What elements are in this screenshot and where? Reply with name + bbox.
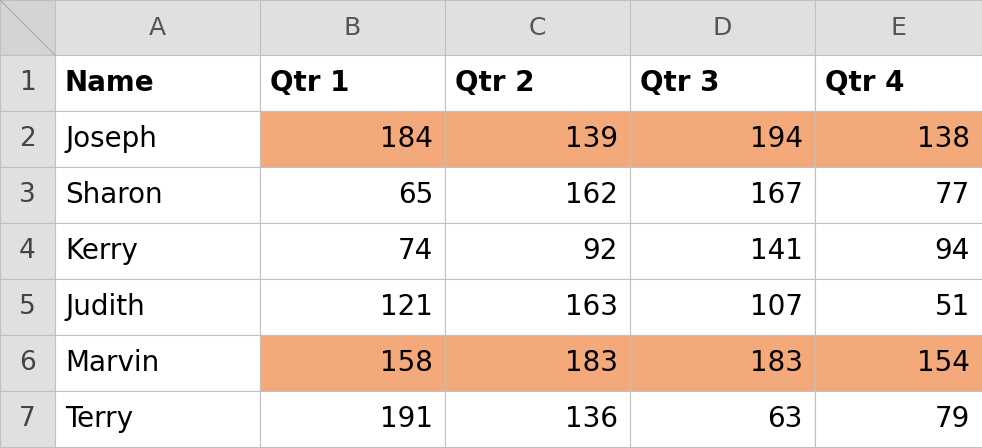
Bar [445, 55, 630, 111]
Bar [0, 55, 55, 111]
Text: 63: 63 [768, 405, 803, 433]
Text: 51: 51 [935, 293, 970, 321]
Text: 7: 7 [19, 406, 36, 432]
Text: Terry: Terry [65, 405, 133, 433]
Text: 158: 158 [380, 349, 433, 377]
Text: 65: 65 [398, 181, 433, 209]
Bar [445, 223, 630, 279]
Text: 162: 162 [565, 181, 618, 209]
Bar [630, 223, 815, 279]
Text: 183: 183 [565, 349, 618, 377]
Text: 183: 183 [750, 349, 803, 377]
Text: 1: 1 [19, 70, 36, 96]
Text: Qtr 1: Qtr 1 [270, 69, 350, 97]
Text: Marvin: Marvin [65, 349, 159, 377]
Bar [0, 279, 55, 335]
Bar [260, 223, 445, 279]
Bar [260, 0, 445, 55]
Bar [445, 335, 630, 391]
Bar [815, 55, 982, 111]
Bar [0, 391, 55, 447]
Text: Judith: Judith [65, 293, 144, 321]
Bar [55, 335, 260, 391]
Bar [815, 0, 982, 55]
Text: 6: 6 [19, 350, 36, 376]
Bar [815, 167, 982, 223]
Text: Qtr 4: Qtr 4 [825, 69, 904, 97]
Bar [815, 223, 982, 279]
Text: 184: 184 [380, 125, 433, 153]
Text: 74: 74 [398, 237, 433, 265]
Bar [445, 0, 630, 55]
Text: Sharon: Sharon [65, 181, 163, 209]
Text: 194: 194 [750, 125, 803, 153]
Bar [0, 111, 55, 167]
Text: E: E [891, 16, 906, 39]
Text: 121: 121 [380, 293, 433, 321]
Text: Kerry: Kerry [65, 237, 137, 265]
Bar [55, 0, 260, 55]
Text: Name: Name [65, 69, 154, 97]
Bar [55, 167, 260, 223]
Text: 79: 79 [935, 405, 970, 433]
Text: 4: 4 [19, 238, 36, 264]
Bar [260, 55, 445, 111]
Bar [0, 223, 55, 279]
Text: C: C [529, 16, 546, 39]
Text: Qtr 2: Qtr 2 [455, 69, 534, 97]
Bar [260, 167, 445, 223]
Text: 77: 77 [935, 181, 970, 209]
Text: 138: 138 [917, 125, 970, 153]
Text: 141: 141 [750, 237, 803, 265]
Text: 2: 2 [19, 126, 36, 152]
Bar [0, 0, 55, 55]
Bar [260, 279, 445, 335]
Bar [815, 111, 982, 167]
Bar [55, 279, 260, 335]
Bar [0, 335, 55, 391]
Text: 92: 92 [582, 237, 618, 265]
Text: 136: 136 [565, 405, 618, 433]
Bar [815, 391, 982, 447]
Bar [630, 335, 815, 391]
Text: Joseph: Joseph [65, 125, 157, 153]
Bar [445, 391, 630, 447]
Text: 94: 94 [935, 237, 970, 265]
Text: A: A [149, 16, 166, 39]
Bar [815, 279, 982, 335]
Bar [260, 335, 445, 391]
Text: 154: 154 [917, 349, 970, 377]
Bar [55, 223, 260, 279]
Text: 3: 3 [19, 182, 36, 208]
Bar [815, 335, 982, 391]
Bar [260, 391, 445, 447]
Bar [630, 391, 815, 447]
Bar [260, 111, 445, 167]
Bar [630, 111, 815, 167]
Bar [445, 167, 630, 223]
Text: D: D [713, 16, 733, 39]
Bar [55, 391, 260, 447]
Bar [0, 167, 55, 223]
Bar [55, 111, 260, 167]
Bar [630, 0, 815, 55]
Bar [630, 279, 815, 335]
Text: 191: 191 [380, 405, 433, 433]
Bar [630, 167, 815, 223]
Text: B: B [344, 16, 361, 39]
Bar [445, 279, 630, 335]
Text: 163: 163 [565, 293, 618, 321]
Bar [445, 111, 630, 167]
Text: 167: 167 [750, 181, 803, 209]
Bar [55, 55, 260, 111]
Text: 139: 139 [565, 125, 618, 153]
Text: Qtr 3: Qtr 3 [640, 69, 720, 97]
Bar [630, 55, 815, 111]
Text: 107: 107 [750, 293, 803, 321]
Text: 5: 5 [19, 294, 36, 320]
